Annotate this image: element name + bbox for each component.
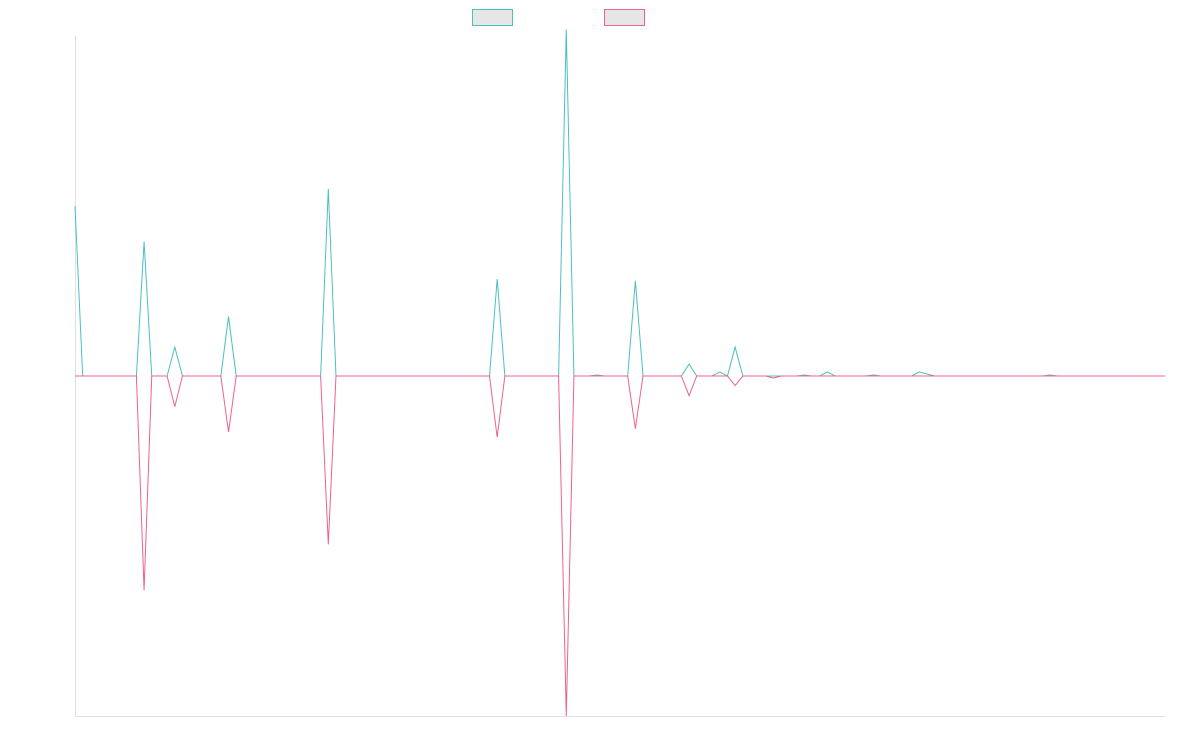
legend[interactable]	[472, 9, 645, 26]
legend-swatch-1[interactable]	[472, 9, 513, 26]
series-line-2	[75, 375, 1165, 717]
legend-swatch-2[interactable]	[604, 9, 645, 26]
series-line-1	[74, 29, 1165, 377]
series-layer	[74, 29, 1165, 717]
